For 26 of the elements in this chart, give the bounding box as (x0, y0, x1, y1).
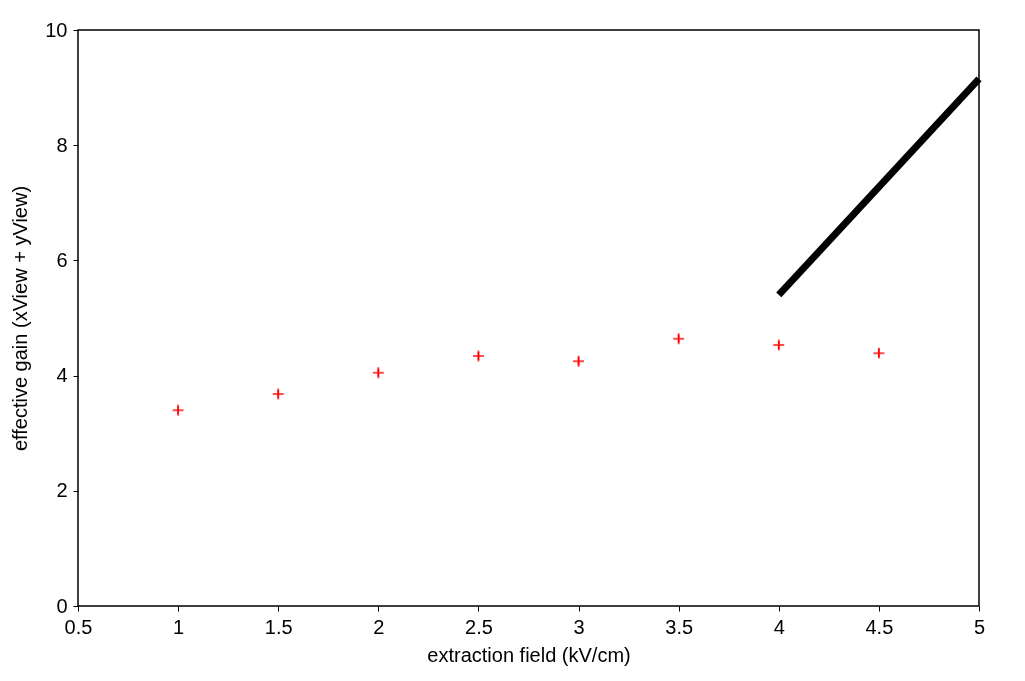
x-tick-label: 1.5 (264, 615, 293, 638)
x-tick-label: 4.5 (865, 615, 894, 638)
point (471, 349, 485, 363)
y-tick-label: 0 (56, 594, 68, 617)
x-tick-label: 1 (173, 615, 185, 638)
y-tick-label: 6 (56, 248, 68, 271)
x-tick-label: 2 (373, 615, 385, 638)
x-axis-title: extraction field (kV/cm) (427, 643, 631, 666)
point (672, 332, 686, 346)
y-tick-label: 10 (45, 18, 68, 41)
y-tick-label: 8 (56, 133, 68, 156)
point (371, 366, 385, 380)
y-axis-title: effective gain (xView + yView) (9, 185, 32, 452)
x-tick-label: 0.5 (64, 615, 93, 638)
x-tick-label: 3.5 (665, 615, 694, 638)
point (271, 387, 285, 401)
y-tick-label: 2 (56, 479, 68, 502)
point (872, 346, 886, 360)
point (772, 338, 786, 352)
x-tick-label: 4 (773, 615, 785, 638)
x-tick-label: 5 (973, 615, 986, 638)
point (572, 354, 586, 368)
x-tick-label: 2.5 (465, 615, 493, 638)
point (171, 403, 185, 417)
x-tick-label: 3 (573, 615, 585, 638)
y-tick-label: 4 (56, 364, 68, 387)
